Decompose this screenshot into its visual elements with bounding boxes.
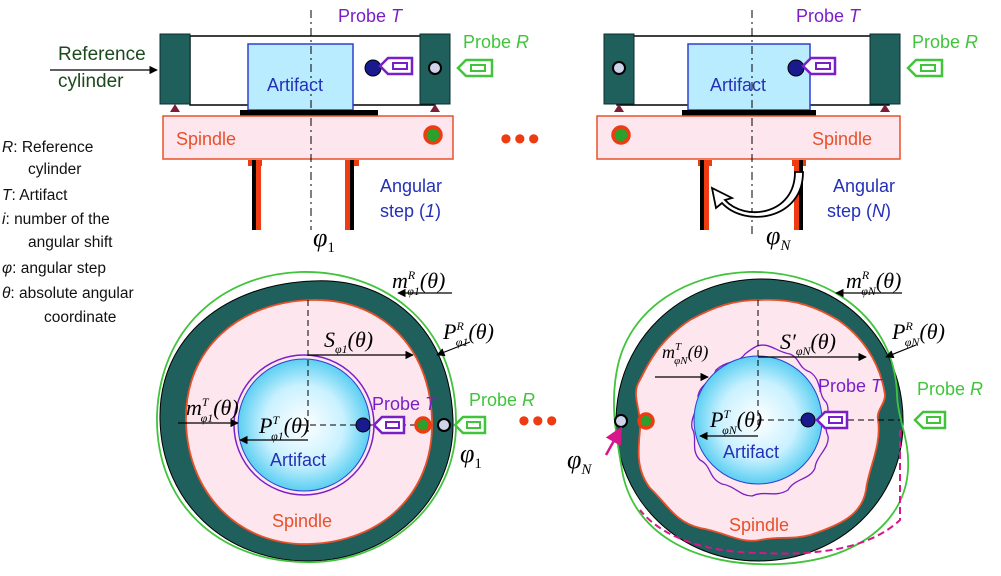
legend-item-r: R: Reference (2, 139, 93, 156)
p-r-arrow (885, 344, 917, 359)
support-triangle-right (880, 104, 890, 112)
spindle-marker (414, 416, 432, 434)
m-t-formula: mT φ1(θ) (186, 395, 239, 425)
phi-label: φ1 (460, 439, 482, 472)
p-t-formula: PT φ1(θ) (258, 413, 309, 443)
probe-t-contact-ball (800, 412, 816, 428)
probe-r-label: Probe R (469, 390, 535, 410)
ellipsis-bottom: ••• (518, 402, 560, 440)
probe-r-icon (453, 415, 487, 435)
artifact-base (682, 110, 816, 117)
legend-item-t: T: Artifact (2, 187, 68, 204)
reference-measured-profile (613, 271, 910, 566)
angular-step-label-line1: Angular (833, 176, 895, 196)
symbol-legend: R: Reference cylinder T: Artifact i: num… (2, 139, 134, 326)
s-formula: S′φN(θ) (780, 329, 836, 358)
spindle-block (596, 115, 901, 160)
angular-step-label-line2: step (1) (380, 201, 441, 221)
probe-t-label: Probe T (372, 394, 438, 414)
top-right-setup: Probe T Probe R Artifact Spindle Angular… (596, 6, 978, 254)
support-triangle-left (614, 104, 624, 112)
support-triangle-left (170, 104, 180, 112)
artifact-label: Artifact (267, 75, 323, 95)
legend-item-theta: θ: absolute angular (2, 285, 134, 302)
legend-item-r-cont: cylinder (28, 161, 81, 178)
artifact-label: Artifact (723, 442, 779, 462)
reference-cylinder-left-wall (159, 33, 191, 105)
probe-r-label: Probe R (463, 32, 529, 52)
probe-r-icon (456, 58, 494, 78)
probe-r-contact-ball (428, 61, 442, 75)
legend-item-i-cont: angular shift (28, 234, 113, 251)
s-formula: Sφ1(θ) (324, 327, 373, 356)
probe-r-contact-ball (614, 414, 628, 428)
magenta-pointer (604, 426, 623, 456)
probe-r-icon (906, 58, 944, 78)
m-t-formula: mT φN(θ) (662, 341, 708, 367)
probe-t-icon (801, 56, 837, 76)
top-left-setup: Reference cylinder Probe T Probe R Artif… (50, 6, 529, 256)
probe-t-contact-ball (364, 59, 382, 77)
spindle-reference-trace (639, 430, 901, 555)
ellipsis-top: ••• (500, 120, 542, 158)
support-triangle-right (430, 104, 440, 112)
phi-label: φ1 (313, 223, 335, 256)
probe-t-icon (378, 56, 414, 76)
reference-cylinder-right-wall (869, 33, 901, 105)
legend-item-theta-cont: coordinate (44, 309, 116, 326)
p-r-arrow (436, 341, 471, 357)
spindle-marker (423, 125, 443, 145)
reference-measured-profile (156, 271, 457, 563)
rotation-arrow (710, 171, 804, 218)
spindle-marker (611, 125, 631, 145)
p-t-formula: PT φN(θ) (709, 407, 762, 437)
artifact-label: Artifact (270, 450, 326, 470)
probe-t-label: Probe T (338, 6, 404, 26)
p-r-formula: PR φ1(θ) (442, 319, 494, 349)
reference-label-line2: cylinder (58, 71, 124, 92)
p-r-formula: PR φN(θ) (891, 319, 945, 349)
artifact-label: Artifact (710, 75, 766, 95)
probe-t-icon (815, 410, 849, 430)
probe-t-label: Probe T (818, 376, 884, 396)
probe-t-icon (372, 415, 406, 435)
angular-step-label-line2: step (N) (827, 201, 891, 221)
probe-r-contact-ball (437, 418, 451, 432)
spindle-marker (637, 412, 655, 430)
probe-t-label: Probe T (796, 6, 862, 26)
reference-label-line1: Reference (58, 44, 146, 65)
legend-item-i: i: number of the (2, 211, 110, 228)
m-r-formula: mR φ1(θ) (392, 268, 445, 298)
probe-t-contact-ball (355, 417, 371, 433)
probe-r-contact-ball (612, 61, 626, 75)
bottom-left-polar-view: mR φ1(θ) Sφ1(θ) PR φ1(θ) mT φ1(θ) PT φ1(θ) P… (156, 268, 535, 563)
artifact-base (240, 110, 378, 117)
m-r-formula: mR φN(θ) (846, 268, 901, 298)
spindle-block (162, 115, 454, 160)
probe-r-icon (913, 410, 947, 430)
spindle-label: Spindle (729, 515, 789, 535)
spindle-label: Spindle (176, 129, 236, 149)
probe-t-contact-ball (787, 59, 805, 77)
legend-item-phi: φ: angular step (2, 260, 106, 277)
spindle-legs (248, 160, 359, 230)
angular-step-label-line1: Angular (380, 176, 442, 196)
phi-label: φN (766, 221, 791, 254)
phi-label: φN (567, 445, 592, 478)
probe-r-label: Probe R (917, 379, 983, 399)
spindle-label: Spindle (272, 511, 332, 531)
probe-r-label: Probe R (912, 32, 978, 52)
bottom-right-polar-view: mR φN(θ) S′φN(θ) PR φN(θ) mT φN(θ) PT φN(θ) … (567, 268, 983, 566)
spindle-label: Spindle (812, 129, 872, 149)
